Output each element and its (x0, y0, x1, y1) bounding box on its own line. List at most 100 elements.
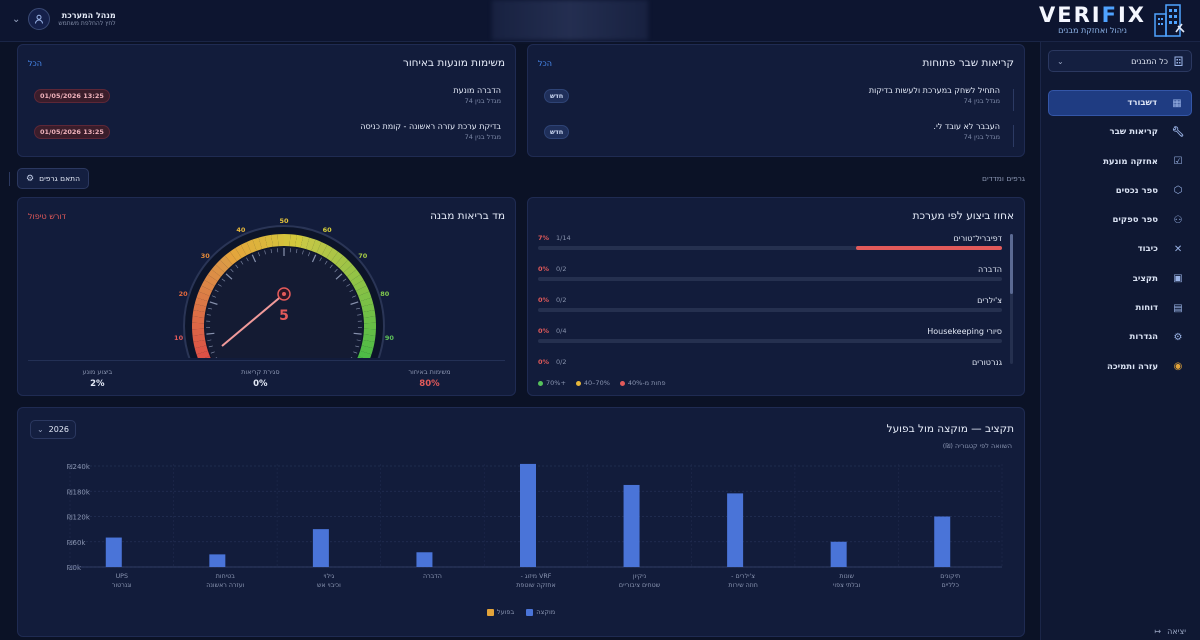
scrollbar-thumb[interactable] (1010, 234, 1013, 294)
scrollbar[interactable] (1010, 234, 1013, 364)
sidebar-item[interactable]: ◉ עזרה ותמיכה (1048, 354, 1192, 380)
logout-label: יציאה (1167, 627, 1186, 636)
gauge-tick-label: 90 (385, 334, 395, 342)
system-name: סיורי Housekeeping (927, 327, 1002, 336)
sidebar-item-label: תקציב (1132, 273, 1158, 284)
gauge-arc-segment (330, 251, 344, 265)
building-select[interactable]: כל המבנים ⌄ (1048, 50, 1192, 72)
card-title: אחוז ביצוע לפי מערכת (912, 210, 1014, 222)
sidebar-item-label: דוחות (1135, 303, 1158, 314)
list-item[interactable]: בדיקת ערכת עזרה ראשונה - קומת כניסה מגדל… (28, 122, 505, 152)
performance-row[interactable]: סיורי Housekeeping 0% 0/4 (538, 327, 1002, 347)
sidebar-item-label: דשבורד (1127, 98, 1157, 108)
legend-swatch (526, 608, 534, 616)
bar-allocated[interactable] (727, 493, 744, 567)
gear-icon: ⚙ (26, 173, 35, 184)
performance-row[interactable]: גנרטורים 0% 0/2 (538, 358, 1002, 366)
gauge-arc-segment (362, 334, 376, 342)
gauge-tick (251, 254, 257, 263)
gauge-tick (355, 307, 361, 310)
system-name: גנרטורים (972, 358, 1002, 366)
logout-button[interactable]: יציאה ↦ (1154, 627, 1186, 636)
late-tasks-all-link[interactable]: הכל (28, 59, 43, 68)
section-label: גרפים ומדדים (981, 174, 1025, 183)
gauge-arc-segment (361, 339, 375, 349)
legend-label: מוקצה (536, 608, 556, 616)
list-item[interactable]: התחיל לשחק במערכת ולעשות בדיקות מגדל בני… (538, 86, 1014, 116)
sidebar: כל המבנים ⌄ ▦ דשבורד 🔧︎ קריאות שבר ☑ אחזקה מו… (1040, 42, 1200, 640)
box-icon: ⬡ (1173, 185, 1183, 197)
fit-charts-button[interactable]: התאם גרפים ⚙ (17, 168, 89, 189)
fit-charts-label: התאם גרפים (39, 174, 80, 183)
sidebar-item-label: אחזקה מונעת (1103, 156, 1158, 167)
x-tick-label: צ'ילרים - (731, 573, 755, 580)
sidebar-item[interactable]: ▣ תקציב (1048, 266, 1192, 292)
gauge-arc-segment (311, 239, 322, 253)
list-item[interactable]: העבבר לא עובד לי. מגדל בנין 74 חדש (538, 122, 1014, 152)
health-stat: ביצוע מונע 2% (82, 368, 112, 389)
x-tick-label: VRF מיזוג - (521, 573, 552, 580)
gauge-tick (353, 332, 362, 335)
gauge-tick-label: 60 (323, 226, 333, 234)
x-tick-label: UPS (116, 573, 128, 580)
gauge-arc-segment (196, 350, 210, 361)
logout-icon: ↦ (1154, 627, 1162, 636)
progress-track (538, 246, 1002, 250)
sidebar-item[interactable]: 🔧︎ קריאות שבר (1048, 119, 1192, 145)
gauge-arc-segment (295, 234, 304, 248)
system-count: 1/14 (556, 234, 571, 242)
gauge-tick (356, 339, 361, 341)
sidebar-item[interactable]: ⚙ הגדרות (1048, 324, 1192, 350)
bar-allocated[interactable] (520, 463, 536, 567)
performance-row[interactable]: הדברה 0% 0/2 (538, 265, 1002, 285)
bar-allocated[interactable] (416, 552, 433, 567)
stat-value: 0% (253, 379, 268, 389)
collapse-handle[interactable] (0, 172, 10, 186)
year-select[interactable]: ⌄ 2026 (30, 420, 76, 439)
gauge-arc-segment (355, 285, 370, 297)
building-health-card: מד בריאות מבנה דורש טיפול 10 20 30 40 50 60 70… (17, 197, 516, 396)
brand-logo[interactable]: VERIFIX ניהול ואחזקת מבנים (1039, 2, 1186, 38)
sidebar-item[interactable]: ▤ דוחות (1048, 295, 1192, 321)
gauge-arc-segment (361, 303, 375, 313)
user-menu[interactable]: ⌄ מנהל המערכת לחץ להחלפת משתמש (12, 8, 116, 30)
progress-track (538, 339, 1002, 343)
gauge-arc-segment (300, 236, 310, 250)
gauge-arc-segment (224, 251, 238, 265)
sidebar-item[interactable]: ▦ דשבורד (1048, 90, 1192, 116)
performance-row[interactable]: צ'ילרים 0% 0/2 (538, 296, 1002, 316)
task-title: הדברה מונעת (453, 86, 501, 95)
building-logo-icon (1154, 4, 1185, 37)
sidebar-item[interactable]: ⬡ ספר נכסים (1048, 178, 1192, 204)
gauge-tick (335, 273, 343, 280)
bar-allocated[interactable] (830, 541, 847, 567)
gauge-arc-segment (343, 264, 357, 277)
bar-allocated[interactable] (209, 554, 226, 567)
due-date-badge: 13:25 01/05/2026 (34, 89, 110, 103)
legend-item: 70%+ (538, 379, 566, 387)
sidebar-item[interactable]: ☑ אחזקה מונעת (1048, 149, 1192, 175)
x-tick-label: ניקיון (633, 573, 646, 580)
sidebar-item[interactable]: ⚇ ספר ספקים (1048, 207, 1192, 233)
list-item[interactable]: הדברה מונעת מגדל בנין 74 13:25 01/05/202… (28, 86, 505, 116)
gauge-tick (324, 260, 328, 265)
user-icon (35, 14, 44, 24)
x-tick-label: ועזרה ראשונה (206, 582, 244, 589)
open-calls-all-link[interactable]: הכל (538, 59, 553, 68)
gauge-tick-label: 80 (380, 290, 390, 298)
sidebar-item[interactable]: ✕ כיבוד (1048, 236, 1192, 262)
x-tick-label: כלליים (941, 582, 958, 589)
x-tick-label: הדברה (423, 573, 442, 580)
performance-row[interactable]: דפיבריל־טורים 7% 1/14 (538, 234, 1002, 254)
bar-allocated[interactable] (934, 516, 951, 567)
gauge-arc-segment (240, 241, 252, 256)
bar-allocated[interactable] (623, 484, 640, 567)
legend-item-allocated: מוקצה (526, 608, 555, 616)
due-date-badge: 13:25 01/05/2026 (34, 125, 110, 139)
bar-allocated[interactable] (312, 529, 329, 567)
gauge-tick (342, 278, 347, 282)
performance-list[interactable]: דפיבריל־טורים 7% 1/14 הדברה 0% 0/2 צ'ילרים 0% 0/… (528, 198, 1024, 366)
bar-allocated[interactable] (105, 537, 122, 567)
gauge-tick (211, 295, 216, 298)
gauge-tick (207, 307, 213, 310)
